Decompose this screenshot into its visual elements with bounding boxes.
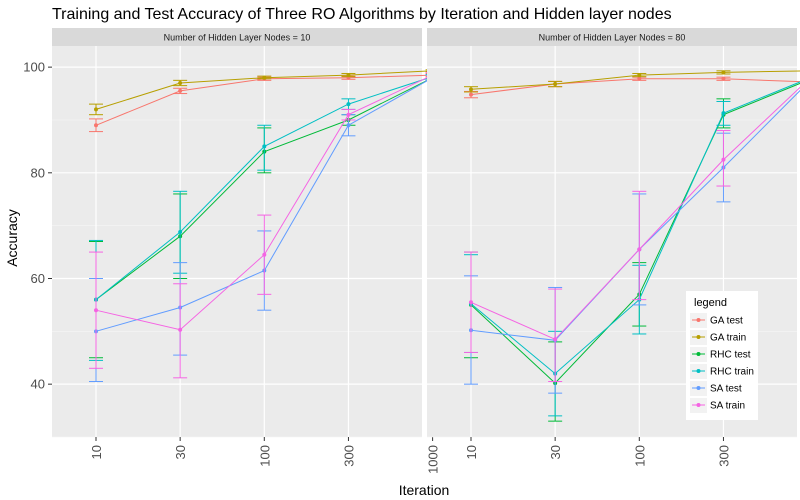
data-point bbox=[178, 88, 183, 93]
data-point bbox=[637, 73, 642, 78]
y-tick-label: 60 bbox=[31, 271, 45, 286]
y-tick-label: 40 bbox=[31, 377, 45, 392]
legend-label: GA train bbox=[710, 333, 746, 344]
legend-title: legend bbox=[694, 297, 727, 309]
facet-panel-2: Number of Hidden Layer Nodes = 80 10 30 100… bbox=[427, 28, 800, 467]
legend-key-point bbox=[696, 335, 701, 339]
legend-label: SA train bbox=[710, 401, 745, 412]
data-point bbox=[469, 92, 473, 97]
data-point bbox=[262, 144, 267, 149]
x-tick-label: 100 bbox=[632, 445, 647, 467]
data-point bbox=[553, 82, 558, 87]
data-point bbox=[346, 73, 351, 78]
data-point bbox=[262, 252, 267, 257]
data-point bbox=[94, 123, 98, 128]
data-point bbox=[637, 247, 642, 252]
data-point bbox=[346, 123, 351, 128]
x-tick-label: 10 bbox=[464, 445, 479, 459]
data-point bbox=[94, 107, 98, 112]
data-point bbox=[553, 337, 558, 342]
strip-background bbox=[52, 28, 422, 46]
data-point bbox=[178, 229, 183, 234]
data-point bbox=[94, 308, 98, 313]
legend-key-point bbox=[696, 369, 701, 373]
data-point bbox=[469, 300, 473, 305]
data-point bbox=[262, 75, 267, 80]
y-tick-label: 100 bbox=[23, 60, 45, 75]
legend-key-point bbox=[696, 352, 701, 356]
strip-background bbox=[427, 28, 797, 46]
data-point bbox=[178, 80, 183, 85]
x-tick-label: 100 bbox=[257, 445, 272, 467]
y-axis-label: Accuracy bbox=[4, 209, 20, 267]
data-point bbox=[637, 76, 642, 81]
facet-panels: Number of Hidden Layer Nodes = 10 10 30 100… bbox=[23, 28, 800, 474]
series-sa-train bbox=[89, 71, 440, 379]
data-point bbox=[721, 76, 726, 81]
legend: legend GA test GA train RHC test RHC train S… bbox=[686, 291, 758, 420]
data-point bbox=[346, 102, 351, 107]
plot-background bbox=[52, 46, 422, 437]
legend-entry: SA test bbox=[690, 381, 742, 396]
chart-title: Training and Test Accuracy of Three RO A… bbox=[52, 6, 672, 23]
legend-label: GA test bbox=[710, 316, 743, 327]
data-point bbox=[469, 87, 473, 92]
legend-label: RHC test bbox=[710, 350, 751, 361]
series-sa-train bbox=[464, 86, 800, 383]
data-point bbox=[346, 112, 351, 117]
series-ga-train bbox=[464, 70, 800, 93]
data-point bbox=[721, 111, 726, 116]
x-axis-label: Iteration bbox=[399, 482, 450, 498]
legend-entry: GA test bbox=[690, 313, 743, 328]
legend-entry: RHC test bbox=[690, 347, 751, 362]
error-bar bbox=[632, 190, 647, 301]
legend-entry: RHC train bbox=[690, 364, 754, 379]
legend-entry: SA train bbox=[690, 398, 745, 413]
x-tick-label: 300 bbox=[716, 445, 731, 467]
legend-label: RHC train bbox=[710, 367, 754, 378]
strip-label: Number of Hidden Layer Nodes = 80 bbox=[539, 33, 686, 43]
legend-key-point bbox=[696, 403, 701, 407]
legend-entry: GA train bbox=[690, 330, 746, 345]
data-point bbox=[721, 70, 726, 75]
x-tick-label: 300 bbox=[341, 445, 356, 467]
legend-label: SA test bbox=[710, 384, 742, 395]
data-point bbox=[721, 157, 726, 162]
y-tick-label: 80 bbox=[31, 165, 45, 180]
x-tick-label: 10 bbox=[89, 445, 104, 459]
legend-key-point bbox=[696, 318, 701, 322]
facet-panel-1: Number of Hidden Layer Nodes = 10 10 30 100… bbox=[23, 28, 441, 474]
legend-key-point bbox=[696, 386, 701, 390]
x-tick-label: 1000 bbox=[426, 445, 441, 474]
strip-label: Number of Hidden Layer Nodes = 10 bbox=[164, 33, 311, 43]
x-tick-label: 30 bbox=[173, 445, 188, 459]
data-point bbox=[178, 327, 183, 332]
error-bar bbox=[548, 288, 563, 383]
x-tick-label: 30 bbox=[548, 445, 563, 459]
